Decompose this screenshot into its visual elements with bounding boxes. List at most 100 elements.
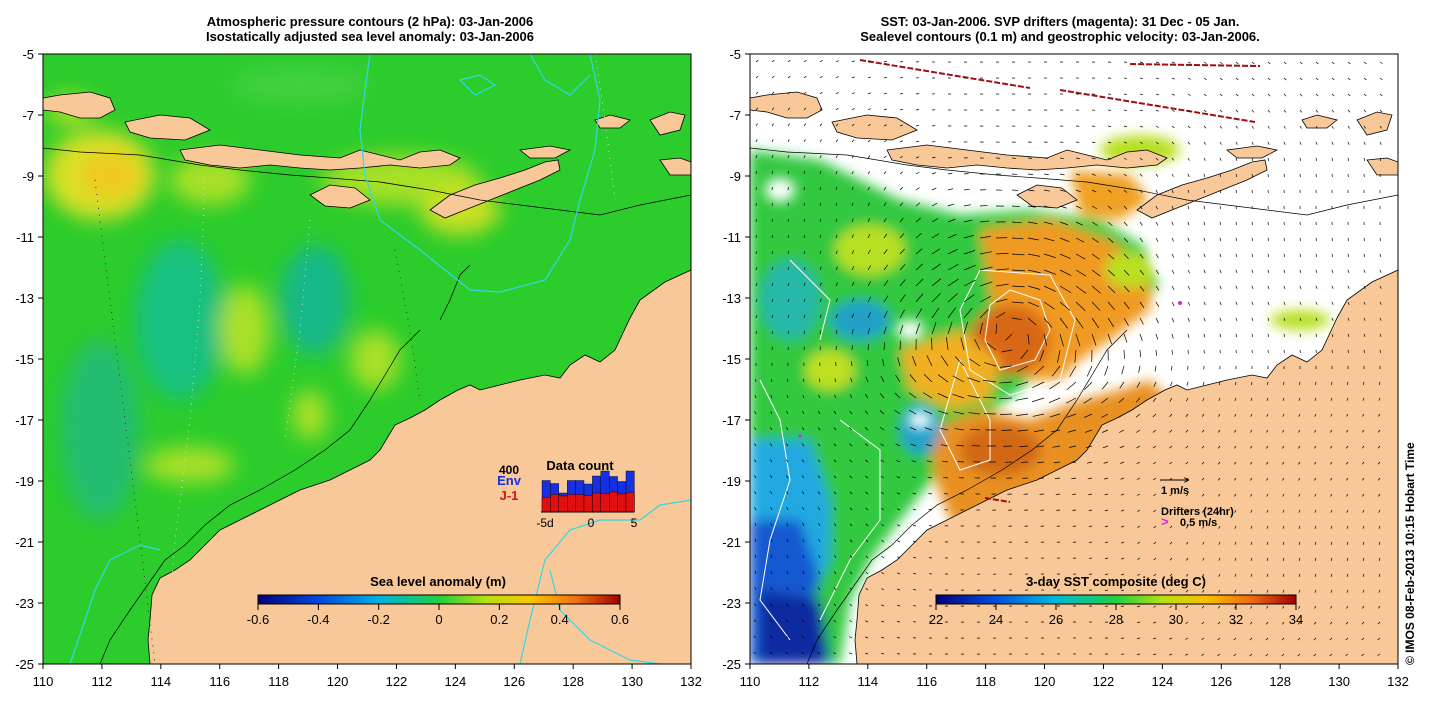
velocity-arrow (1049, 413, 1061, 418)
velocity-arrow (999, 397, 1013, 400)
velocity-arrow (1377, 621, 1381, 625)
velocity-arrow (1034, 365, 1045, 375)
aru-island-sst (1366, 157, 1398, 176)
velocity-arrow (1299, 301, 1302, 305)
velocity-arrow (1075, 173, 1081, 176)
velocity-arrow (1203, 125, 1207, 129)
velocity-arrow (865, 636, 869, 639)
velocity-arrow (979, 205, 988, 207)
velocity-arrow (1136, 653, 1141, 655)
velocity-arrow (1363, 61, 1367, 64)
velocity-arrow (785, 619, 789, 623)
velocity-arrow (1363, 253, 1366, 257)
velocity-arrow (1107, 141, 1112, 144)
velocity-arrow (963, 321, 968, 335)
velocity-arrow (883, 139, 887, 143)
velocity-arrow (915, 263, 924, 271)
velocity-arrow (803, 59, 807, 63)
velocity-arrow (1346, 573, 1349, 577)
velocity-arrow (1265, 637, 1269, 641)
velocity-arrow (1250, 477, 1253, 481)
velocity-arrow (1283, 333, 1286, 338)
velocity-arrow (1123, 317, 1129, 326)
velocity-arrow (1379, 349, 1381, 354)
velocity-arrow (1091, 301, 1101, 311)
velocity-arrow (1169, 445, 1173, 449)
velocity-arrow (1361, 429, 1365, 433)
velocity-arrow (1091, 253, 1100, 260)
velocity-arrow (1363, 93, 1367, 97)
lat-tick-label: -23 (15, 596, 34, 611)
geostrophic-velocity-arrows (753, 59, 1383, 657)
velocity-arrow (753, 635, 757, 639)
data-count-tick-start: -5d (536, 516, 553, 530)
velocity-arrow (1377, 653, 1381, 656)
velocity-arrow (851, 139, 855, 143)
velocity-arrow (1235, 61, 1239, 65)
velocity-arrow (1075, 205, 1082, 209)
velocity-arrow (1085, 445, 1093, 449)
velocity-arrow (1219, 285, 1222, 290)
nusa-island (179, 144, 461, 171)
velocity-arrow (835, 282, 838, 287)
velocity-arrow (1171, 221, 1174, 226)
velocity-arrow (833, 636, 837, 639)
velocity-arrow (931, 233, 940, 239)
velocity-arrow (1019, 445, 1029, 448)
velocity-arrow (849, 603, 853, 607)
velocity-arrow (896, 459, 901, 463)
velocity-arrow (1120, 477, 1125, 480)
velocity-arrow (1362, 413, 1365, 417)
colorbar-tick-label: 30 (1169, 612, 1183, 627)
velocity-arrow (1107, 189, 1112, 193)
velocity-arrow (801, 443, 805, 447)
velocity-arrow (915, 140, 920, 143)
velocity-arrow (1035, 445, 1045, 448)
velocity-arrow (1219, 205, 1221, 210)
velocity-arrow (1330, 397, 1333, 401)
shelf-contour (99, 329, 421, 664)
velocity-arrow (817, 443, 821, 447)
velocity-arrow (1330, 573, 1333, 577)
velocity-arrow (849, 555, 853, 559)
velocity-arrow (754, 507, 757, 511)
velocity-arrow (912, 492, 917, 495)
velocity-arrow (910, 443, 917, 447)
velocity-arrow (1123, 189, 1128, 193)
velocity-arrow (1169, 589, 1173, 593)
velocity-arrow (1048, 397, 1061, 403)
velocity-arrow (786, 603, 789, 607)
velocity-arrow (833, 587, 837, 591)
velocity-arrow (1347, 77, 1351, 81)
track-2 (1059, 89, 1256, 123)
velocity-arrow (1379, 317, 1382, 321)
velocity-arrow (909, 374, 917, 383)
velocity-arrow (947, 264, 959, 271)
velocity-arrow (1378, 493, 1381, 497)
velocity-arrow (1104, 477, 1109, 480)
velocity-arrow (865, 475, 869, 479)
velocity-arrow (883, 60, 887, 63)
velocity-arrow (1043, 333, 1048, 346)
pressure-contour-5 (519, 499, 691, 664)
lat-tick-label: -13 (15, 291, 34, 306)
velocity-arrow (1219, 109, 1223, 113)
velocity-arrow (770, 523, 773, 527)
velocity-arrow (1218, 589, 1221, 593)
velocity-arrow (787, 75, 791, 79)
velocity-arrow (1066, 381, 1077, 391)
velocity-arrow (931, 322, 937, 335)
velocity-arrow (1054, 477, 1061, 479)
velocity-arrow (1363, 141, 1366, 145)
australia-landmass (147, 269, 691, 664)
velocity-arrow (1027, 205, 1036, 208)
velocity-arrow (1330, 509, 1333, 513)
velocity-arrow (1043, 237, 1055, 242)
velocity-arrow (755, 330, 758, 335)
velocity-arrow (1169, 397, 1173, 402)
velocity-arrow (754, 427, 757, 431)
velocity-arrow (880, 443, 885, 447)
velocity-arrow (1251, 301, 1254, 305)
velocity-arrow (803, 202, 805, 207)
velocity-arrow (1282, 541, 1285, 545)
